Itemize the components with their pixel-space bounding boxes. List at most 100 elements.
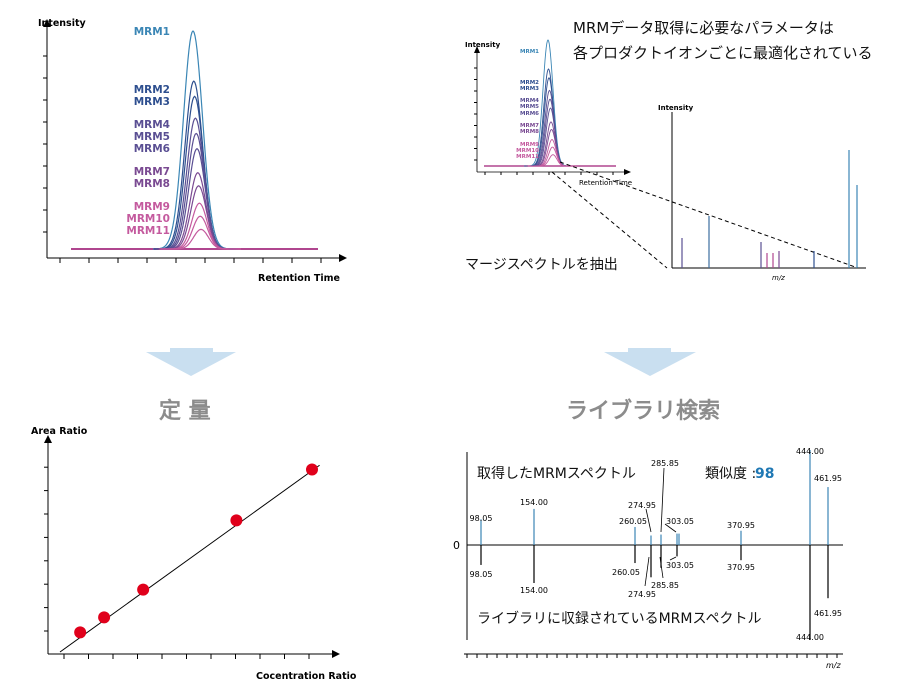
mini-x-ticks xyxy=(484,172,614,175)
chromatogram-trace-label: MRM2 xyxy=(134,84,170,96)
library-peak-label: 154.00 xyxy=(520,586,548,595)
down-arrow-left xyxy=(146,348,236,376)
acquired-peak-label: 98.05 xyxy=(470,514,493,523)
leader-line xyxy=(645,508,652,533)
similarity-score: 98 xyxy=(755,466,774,482)
mini-trace-label: MRM6 xyxy=(520,111,539,117)
quant-heading: 定 量 xyxy=(159,398,211,424)
chromatogram-trace-label: MRM4 xyxy=(134,119,170,131)
leader-line xyxy=(664,523,677,533)
merge-caption-line1: MRMデータ取得に必要なパラメータは xyxy=(573,19,834,37)
chromatogram-traces xyxy=(71,30,318,250)
merge-spectrum-peaks xyxy=(681,150,858,268)
acquired-peak-label: 260.05 xyxy=(619,517,647,526)
mini-trace-labels: MRM1MRM2MRM3MRM4MRM5MRM6MRM7MRM8MRM9MRM1… xyxy=(516,49,539,160)
mini-x-arrow xyxy=(624,169,631,175)
chromatogram-trace-label: MRM9 xyxy=(134,201,170,213)
chromatogram-trace-mrm11 xyxy=(161,228,241,250)
acquired-peak-label: 370.95 xyxy=(727,521,755,530)
library-heading: ライブラリ検索 xyxy=(566,398,720,424)
mini-y-label: Intensity xyxy=(465,41,501,49)
library-peak-label: 370.95 xyxy=(727,563,755,572)
chromatogram-trace-label: MRM5 xyxy=(134,131,170,143)
calibration-point xyxy=(137,583,150,596)
library-peak-label: 260.05 xyxy=(612,568,640,577)
mini-trace-mrm11 xyxy=(529,154,577,167)
chromatogram-x-ticks xyxy=(59,258,322,263)
leader-line xyxy=(660,467,665,533)
acquired-spectrum-label: 取得したMRMスペクトル xyxy=(477,465,636,482)
library-peak-labels: 98.05 98.05 154.00 154.00 260.05 260.05 274.95… xyxy=(470,447,842,642)
mini-trace-label: MRM1 xyxy=(520,49,539,55)
chromatogram-trace-label: MRM3 xyxy=(134,96,170,108)
chromatogram-y-ticks xyxy=(43,55,47,233)
quant-x-arrow xyxy=(332,650,340,658)
extract-label: マージスペクトルを抽出 xyxy=(465,257,618,273)
mini-y-arrow xyxy=(474,46,480,53)
mini-y-ticks xyxy=(474,67,477,161)
projection-line-upper xyxy=(559,161,859,269)
quant-panel: Area Ratio Cocentration Ratio xyxy=(31,426,357,682)
calibration-point xyxy=(306,463,318,476)
library-peaks xyxy=(480,450,829,640)
chromatogram-trace-label: MRM6 xyxy=(134,143,170,155)
quant-y-label: Area Ratio xyxy=(31,426,88,437)
acquired-peak-label: 303.05 xyxy=(666,517,694,526)
mini-trace-label: MRM8 xyxy=(520,129,539,135)
mini-trace-label: MRM4 xyxy=(520,98,539,104)
acquired-peak-label: 285.85 xyxy=(651,459,679,468)
chromatogram-trace-label: MRM1 xyxy=(134,26,170,38)
quant-y-arrow xyxy=(44,435,52,443)
chromatogram-trace-mrm1 xyxy=(153,30,233,250)
calibration-point xyxy=(230,514,243,527)
chromatogram-y-label: Intensity xyxy=(38,18,86,29)
calibration-point xyxy=(98,611,111,624)
acquired-peak-label: 274.95 xyxy=(628,501,656,510)
leader-line xyxy=(644,556,650,587)
acquired-peak-label: 154.00 xyxy=(520,498,548,507)
merge-panel: MRMデータ取得に必要なパラメータは 各プロダクトイオンごとに最適化されている … xyxy=(465,19,873,282)
chromatogram-trace-label: MRM11 xyxy=(126,225,170,237)
library-leader-lines xyxy=(644,467,677,587)
quant-plot xyxy=(59,463,320,653)
mini-trace-label: MRM7 xyxy=(520,123,539,129)
acquired-peak-label: 444.00 xyxy=(796,447,824,456)
leader-line xyxy=(659,556,664,579)
spectrum-x-label: m/z xyxy=(772,274,785,282)
quant-x-ticks xyxy=(63,654,310,659)
acquired-peak-label: 461.95 xyxy=(814,474,842,483)
library-peak-label: 285.85 xyxy=(651,581,679,590)
mini-trace-label: MRM3 xyxy=(520,86,539,92)
leader-line xyxy=(669,556,677,561)
library-peak-label: 98.05 xyxy=(470,570,493,579)
chromatogram-x-arrow xyxy=(339,254,347,262)
library-zero-label: 0 xyxy=(453,539,460,552)
mini-traces xyxy=(484,39,616,167)
library-peak-label: 274.95 xyxy=(628,590,656,599)
library-peak-label: 444.00 xyxy=(796,633,824,642)
projection-line-lower xyxy=(551,171,668,269)
chromatogram-trace-label: MRM8 xyxy=(134,178,170,190)
mini-trace-label: MRM11 xyxy=(516,154,539,160)
mini-x-label: Retention Time xyxy=(579,179,632,187)
mini-trace-label: MRM2 xyxy=(520,80,539,86)
library-peak-label: 303.05 xyxy=(666,561,694,570)
library-x-label: m/z xyxy=(826,661,841,670)
similarity-label: 類似度 : xyxy=(705,466,756,482)
spectrum-y-label: Intensity xyxy=(658,104,694,112)
mini-trace-label: MRM9 xyxy=(520,142,539,148)
merge-caption-line2: 各プロダクトイオンごとに最適化されている xyxy=(573,44,873,62)
library-panel: 0 m/z 取得したMRMスペクトル 類似度 : 98 ライブラリに収録されてい… xyxy=(453,447,843,670)
chromatogram-x-label: Retention Time xyxy=(258,273,340,284)
mini-trace-label: MRM10 xyxy=(516,148,539,154)
library-peak-label: 461.95 xyxy=(814,609,842,618)
library-x-ticks xyxy=(466,654,838,658)
calibration-point xyxy=(74,626,87,639)
chromatogram-trace-label: MRM10 xyxy=(126,213,170,225)
chromatogram-trace-labels: MRM1MRM2MRM3MRM4MRM5MRM6MRM7MRM8MRM9MRM1… xyxy=(126,26,170,237)
down-arrow-right xyxy=(604,348,696,376)
chromatogram-y-arrow xyxy=(43,19,51,27)
